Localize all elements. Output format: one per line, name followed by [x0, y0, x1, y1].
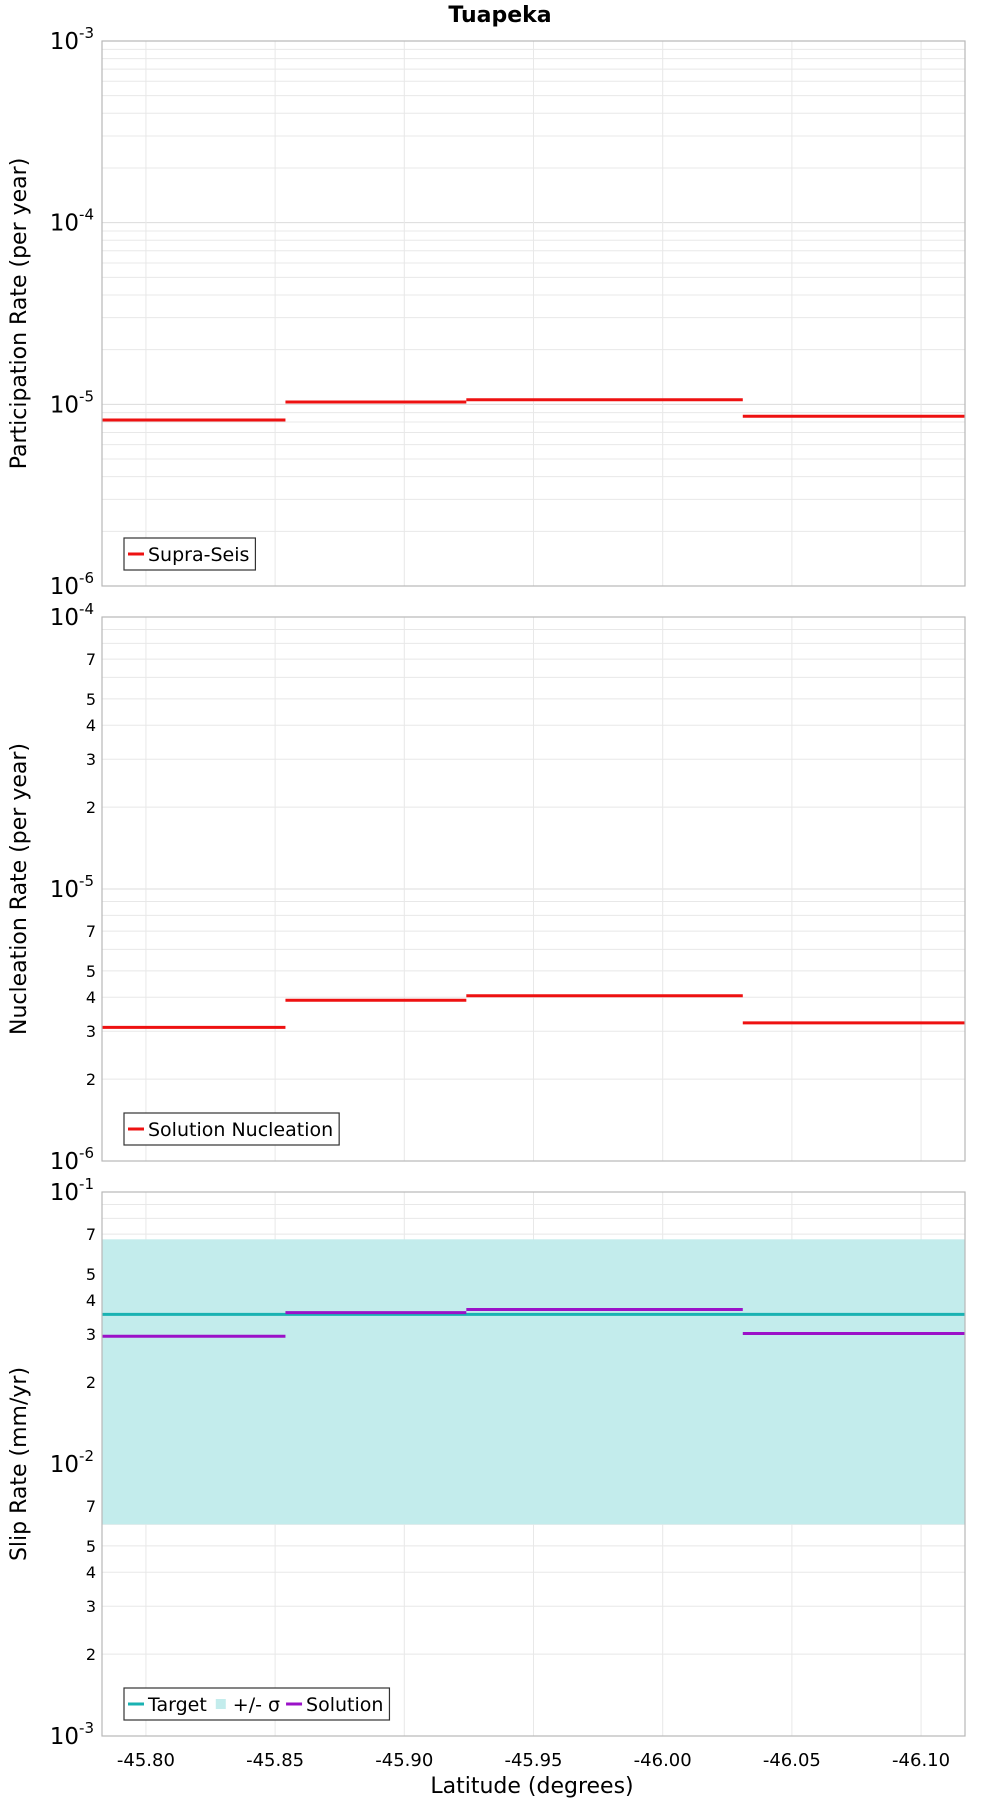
- y-tick-base: 10: [50, 605, 79, 631]
- y-tick-label: 10-5: [50, 872, 94, 903]
- y-minor-tick-label: 7: [86, 650, 96, 669]
- y-tick-base: 10: [50, 1149, 79, 1175]
- y-minor-tick-label: 2: [86, 798, 96, 817]
- x-tick-label: -46.00: [634, 1750, 692, 1771]
- y-minor-tick-label: 3: [86, 750, 96, 769]
- legend-label: Target: [147, 1694, 207, 1716]
- y-minor-tick-label: 5: [86, 690, 96, 709]
- y-minor-tick-label: 5: [86, 1537, 96, 1556]
- y-axis-label: Participation Rate (per year): [7, 158, 32, 470]
- y-axis-label: Nucleation Rate (per year): [7, 743, 32, 1035]
- legend-label: Supra-Seis: [148, 544, 249, 566]
- y-tick-base: 10: [50, 877, 79, 903]
- legend-box: [123, 537, 257, 571]
- y-tick-exponent: -4: [79, 600, 94, 618]
- y-minor-tick-label: 5: [86, 1265, 96, 1284]
- y-minor-tick-label: 7: [86, 1225, 96, 1244]
- y-tick-base: 10: [50, 29, 79, 55]
- plot-frame: [101, 616, 966, 1162]
- legend-label: Solution Nucleation: [148, 1119, 333, 1141]
- sigma-band: [102, 1239, 965, 1525]
- y-tick-exponent: -2: [79, 1447, 94, 1465]
- y-tick-label: 10-6: [50, 1144, 94, 1175]
- y-tick-label: 10-3: [50, 1719, 94, 1750]
- x-tick-label: -46.10: [892, 1750, 950, 1771]
- y-axis-label: Slip Rate (mm/yr): [7, 1367, 32, 1561]
- legend: Supra-Seis: [123, 537, 257, 571]
- y-minor-tick-label: 4: [86, 988, 96, 1007]
- y-minor-tick-label: 3: [86, 1597, 96, 1616]
- x-tick-label: -45.80: [117, 1750, 175, 1771]
- legend-box: [123, 1687, 391, 1721]
- legend-swatch: [215, 1699, 226, 1709]
- x-axis-label: Latitude (degrees): [430, 1774, 633, 1799]
- y-tick-base: 10: [50, 211, 79, 237]
- legend-box: [123, 1112, 340, 1146]
- y-minor-tick-label: 4: [86, 716, 96, 735]
- y-minor-tick-label: 2: [86, 1645, 96, 1664]
- y-tick-exponent: -3: [79, 1719, 94, 1737]
- y-minor-tick-label: 7: [86, 1497, 96, 1516]
- y-tick-label: 10-3: [50, 24, 94, 55]
- x-tick-label: -45.85: [246, 1750, 304, 1771]
- y-tick-exponent: -5: [79, 387, 94, 405]
- y-tick-exponent: -6: [79, 569, 94, 587]
- y-minor-tick-label: 3: [86, 1325, 96, 1344]
- y-minor-tick-label: 4: [86, 1291, 96, 1310]
- y-tick-label: 10-4: [50, 600, 94, 631]
- y-tick-label: 10-4: [50, 206, 94, 237]
- y-tick-exponent: -4: [79, 206, 94, 224]
- y-tick-base: 10: [50, 1452, 79, 1478]
- plot-frame: [101, 1191, 966, 1737]
- y-tick-exponent: -6: [79, 1144, 94, 1162]
- x-tick-label: -45.90: [375, 1750, 433, 1771]
- legend-label: Solution: [306, 1694, 383, 1716]
- y-tick-label: 10-2: [50, 1447, 94, 1478]
- y-tick-label: 10-5: [50, 387, 94, 418]
- y-tick-exponent: -5: [79, 872, 94, 890]
- y-tick-label: 10-6: [50, 569, 94, 600]
- y-minor-tick-label: 7: [86, 922, 96, 941]
- y-tick-label: 10-1: [50, 1175, 94, 1206]
- y-tick-base: 10: [50, 1724, 79, 1750]
- y-tick-exponent: -1: [79, 1175, 94, 1193]
- chart-title: Tuapeka: [448, 3, 551, 28]
- y-tick-base: 10: [50, 1180, 79, 1206]
- y-tick-base: 10: [50, 392, 79, 418]
- legend: Target +/- σ Solution: [123, 1687, 391, 1721]
- x-tick-label: -46.05: [763, 1750, 821, 1771]
- y-minor-tick-label: 5: [86, 962, 96, 981]
- y-tick-base: 10: [50, 574, 79, 600]
- y-tick-exponent: -3: [79, 24, 94, 42]
- legend-label: +/- σ: [233, 1694, 280, 1716]
- y-minor-tick-label: 2: [86, 1070, 96, 1089]
- legend: Solution Nucleation: [123, 1112, 340, 1146]
- y-minor-tick-label: 4: [86, 1563, 96, 1582]
- x-tick-label: -45.95: [504, 1750, 562, 1771]
- y-minor-tick-label: 3: [86, 1022, 96, 1041]
- plot-frame: [101, 40, 966, 587]
- y-minor-tick-label: 2: [86, 1373, 96, 1392]
